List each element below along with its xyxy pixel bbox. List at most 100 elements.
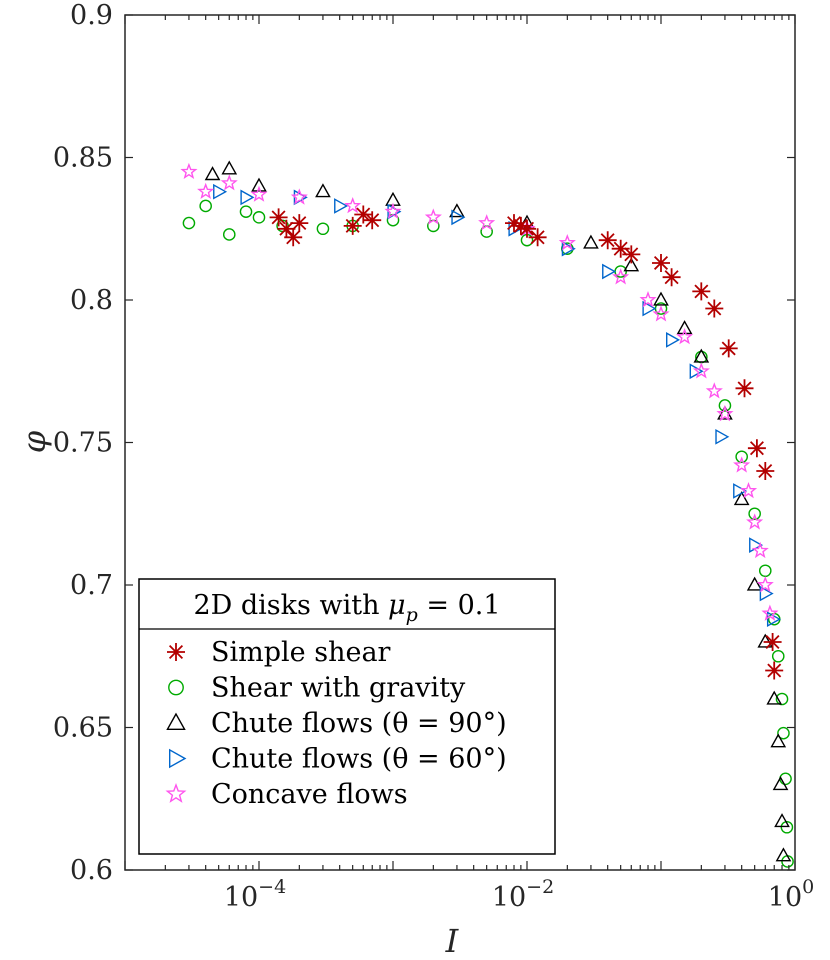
data-point: [652, 305, 670, 322]
legend-entry: Shear with gravity: [168, 673, 466, 704]
data-point: [756, 576, 774, 593]
data-point: [705, 382, 723, 399]
data-point: [757, 633, 774, 648]
legend: 2D disks with μp = 0.1 Simple shear Shear…: [138, 578, 556, 855]
data-point: [250, 185, 268, 202]
y-axis-label: φ: [15, 430, 53, 453]
series-asterisk: [269, 205, 784, 680]
series-pentagram: [180, 162, 779, 621]
data-point: [363, 211, 382, 230]
x-tick-labels: 10−4 10−2 100: [224, 876, 814, 913]
data-point: [558, 234, 576, 251]
data-point: [716, 405, 734, 422]
data-point: [197, 182, 215, 200]
legend-box: [138, 578, 556, 855]
data-point: [780, 820, 794, 834]
data-point: [240, 189, 255, 206]
legend-entries: Simple shear Shear with gravity Chute flow…: [165, 637, 507, 810]
data-point: [639, 290, 657, 308]
data-point: [583, 234, 599, 249]
data-point: [277, 219, 296, 238]
data-point: [748, 507, 761, 521]
data-point: [344, 197, 362, 214]
legend-label: Chute flows (θ = 60°): [211, 744, 507, 775]
data-point: [290, 214, 309, 233]
legend-entry: Chute flows (θ = 60°): [168, 744, 507, 775]
y-tick-label: 0.7: [70, 570, 113, 601]
data-point: [269, 208, 288, 227]
data-point: [602, 263, 617, 280]
data-points: [180, 160, 794, 868]
data-point: [424, 208, 442, 225]
data-point: [315, 183, 331, 198]
data-point: [705, 299, 724, 318]
data-point: [384, 202, 402, 219]
legend-marker: [165, 782, 187, 803]
data-point: [666, 332, 681, 348]
data-point: [746, 513, 764, 530]
data-point: [715, 428, 730, 445]
data-point: [222, 228, 236, 241]
data-point: [598, 231, 617, 250]
data-point: [239, 205, 253, 218]
y-tick-label: 0.8: [70, 285, 113, 316]
legend-marker: [167, 643, 185, 661]
data-point: [756, 462, 775, 480]
legend-entry: Chute flows (θ = 90°): [166, 708, 507, 739]
data-point: [284, 228, 303, 247]
y-tick-labels: 0.6 0.65 0.7 0.75 0.8 0.85 0.9: [53, 0, 113, 886]
x-tick-label: 10−2: [492, 876, 554, 913]
data-point: [676, 320, 693, 335]
data-point: [204, 166, 221, 181]
data-point: [561, 240, 576, 257]
legend-label: Chute flows (θ = 90°): [211, 708, 507, 739]
data-point: [746, 576, 763, 591]
y-tick-label: 0.65: [53, 713, 113, 744]
data-point: [770, 733, 787, 748]
data-point: [675, 327, 694, 345]
data-point: [220, 174, 238, 191]
data-point: [334, 198, 349, 214]
data-point: [642, 300, 657, 317]
legend-entry: Simple shear: [167, 637, 391, 668]
data-point: [505, 214, 523, 233]
data-point: [622, 245, 641, 264]
data-point: [771, 649, 785, 663]
x-axis-label: I: [445, 922, 460, 960]
data-point: [765, 661, 784, 680]
data-point: [451, 209, 466, 226]
data-point: [449, 203, 465, 218]
data-point: [518, 219, 536, 238]
data-point: [735, 450, 748, 464]
x-tick-label: 10−4: [224, 876, 286, 913]
legend-title: 2D disks with μp = 0.1: [193, 590, 500, 626]
data-point: [761, 604, 779, 621]
data-point: [611, 239, 630, 258]
data-point: [740, 482, 758, 499]
data-point: [774, 813, 790, 828]
data-point: [759, 585, 774, 602]
data-point: [735, 379, 754, 398]
data-point: [182, 216, 196, 230]
data-point: [478, 214, 496, 231]
data-point: [662, 268, 681, 287]
data-point: [693, 348, 710, 363]
x-tick-label: 100: [768, 876, 814, 913]
axis-ticks: [124, 14, 796, 871]
y-tick-label: 0.85: [53, 143, 113, 174]
data-point: [733, 456, 751, 473]
data-point: [763, 633, 782, 651]
y-tick-label: 0.75: [53, 428, 113, 459]
y-tick-label: 0.9: [70, 0, 113, 31]
data-point: [623, 257, 640, 272]
data-point: [199, 199, 212, 213]
data-point: [180, 162, 198, 180]
legend-marker: [168, 679, 184, 696]
data-point: [343, 216, 362, 235]
data-point: [775, 847, 792, 862]
y-tick-label: 0.6: [70, 855, 113, 886]
legend-label: Shear with gravity: [211, 673, 466, 704]
data-point: [766, 690, 783, 705]
data-point: [652, 254, 670, 272]
